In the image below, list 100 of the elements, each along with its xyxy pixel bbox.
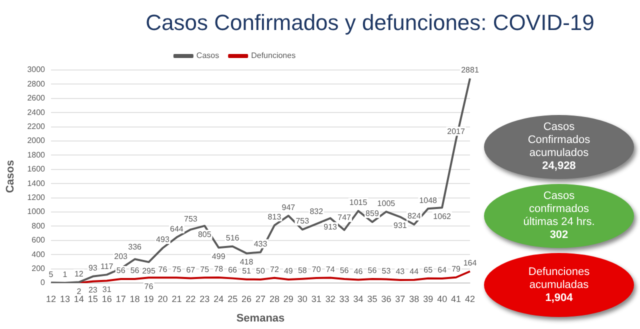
data-label: 493: [156, 235, 170, 244]
x-tick-label: 35: [367, 294, 378, 304]
y-axis-title: Casos: [4, 160, 17, 194]
x-tick-label: 12: [46, 294, 56, 304]
x-tick-label: 40: [437, 294, 448, 304]
data-label: 433: [254, 239, 268, 248]
x-tick-label: 22: [186, 294, 196, 304]
data-label: 203: [114, 252, 128, 261]
data-label: 58: [298, 266, 308, 276]
data-label: 31: [102, 285, 112, 294]
y-tick-label: 2400: [27, 108, 46, 117]
data-label: 913: [324, 222, 338, 232]
x-tick-label: 31: [311, 294, 322, 304]
x-tick-label: 17: [116, 294, 126, 304]
data-label: 78: [214, 264, 224, 274]
text: Casos confirmados últimas 24 hrs. 302: [523, 190, 595, 242]
text: Defunciones acumuladas 1,904: [528, 266, 590, 304]
x-tick-label: 38: [409, 294, 420, 304]
x-tick-label: 16: [102, 294, 112, 304]
x-tick-label: 14: [74, 294, 84, 304]
data-label: 72: [270, 265, 280, 274]
x-tick-label: 23: [200, 294, 210, 304]
x-tick-label: 36: [381, 294, 392, 304]
y-tick-label: 200: [32, 264, 46, 274]
data-label: 516: [226, 234, 240, 243]
data-label: 499: [212, 252, 226, 261]
data-label: 5: [48, 270, 54, 279]
data-label: 1: [62, 270, 68, 280]
y-tick-label: 1400: [27, 178, 46, 188]
x-tick-label: 15: [88, 294, 98, 304]
data-label: 56: [116, 266, 126, 276]
data-label: 56: [130, 266, 140, 276]
x-tick-label: 30: [297, 294, 308, 304]
data-label: 753: [296, 216, 310, 226]
y-tick-label: 3000: [27, 65, 46, 74]
data-label: 336: [128, 242, 142, 252]
data-label: 74: [326, 264, 336, 274]
y-tick-label: 1600: [27, 164, 46, 174]
data-label: 75: [200, 264, 210, 274]
data-label: 56: [340, 266, 350, 276]
data-label: 1005: [377, 198, 396, 208]
legend-label: Casos: [196, 51, 220, 60]
data-label: 93: [88, 264, 98, 273]
x-tick-label: 27: [255, 294, 266, 304]
data-label: 859: [366, 209, 380, 218]
data-label: 51: [242, 266, 252, 276]
data-label: 50: [256, 266, 266, 276]
data-label: 2: [76, 287, 82, 296]
x-tick-label: 33: [339, 294, 350, 304]
data-label: 66: [228, 266, 238, 275]
data-label: 1015: [349, 198, 368, 208]
text: Casos Confirmados acumulados 24,928: [528, 121, 590, 173]
chart-title: Casos Confirmados y defunciones: COVID-19: [144, 10, 596, 36]
y-tick-label: 2000: [27, 136, 46, 146]
data-label: 644: [170, 224, 184, 234]
data-label: 418: [240, 258, 254, 267]
y-tick-label: 600: [32, 236, 46, 245]
x-tick-label: 20: [158, 294, 168, 304]
data-label: 43: [396, 267, 406, 276]
data-label: 56: [368, 266, 378, 276]
x-tick-label: 19: [144, 294, 154, 304]
x-tick-label: 39: [423, 294, 434, 304]
x-tick-label: 24: [214, 294, 224, 304]
data-label: 53: [382, 266, 392, 276]
x-tick-label: 42: [464, 294, 476, 304]
data-label: 65: [424, 266, 434, 275]
data-label: 49: [284, 266, 294, 276]
data-label: 44: [410, 267, 420, 276]
data-label: 70: [312, 265, 322, 274]
x-tick-label: 28: [269, 294, 280, 304]
y-tick-label: 1800: [27, 150, 46, 160]
y-tick-label: 2200: [27, 122, 46, 132]
x-tick-label: 41: [451, 294, 462, 304]
x-tick-label: 21: [172, 294, 182, 304]
data-label: 79: [452, 264, 462, 274]
data-label: 23: [88, 286, 98, 295]
x-tick-label: 26: [242, 294, 252, 304]
data-label: 2881: [461, 66, 480, 75]
x-tick-label: 29: [283, 294, 294, 304]
data-label: 164: [463, 258, 478, 268]
data-label: 295: [142, 266, 156, 276]
y-tick-label: 1200: [27, 193, 46, 202]
data-label: 1062: [433, 212, 452, 221]
data-label: 813: [268, 212, 282, 222]
x-tick-label: 34: [353, 294, 364, 304]
data-label: 931: [393, 221, 408, 230]
data-label: 75: [172, 264, 182, 274]
data-label: 832: [310, 207, 324, 216]
x-tick-label: 37: [395, 294, 406, 304]
y-tick-label: 2800: [27, 79, 46, 88]
data-label: 64: [438, 266, 448, 275]
legend-label: Defunciones: [251, 51, 296, 60]
data-label: 2017: [447, 126, 466, 136]
data-label: 12: [74, 269, 84, 278]
x-tick-label: 25: [228, 294, 238, 304]
x-tick-label: 32: [325, 294, 336, 304]
data-label: 76: [144, 282, 154, 291]
data-label: 46: [354, 266, 364, 276]
data-label: 753: [184, 214, 198, 224]
y-tick-label: 0: [40, 278, 46, 288]
